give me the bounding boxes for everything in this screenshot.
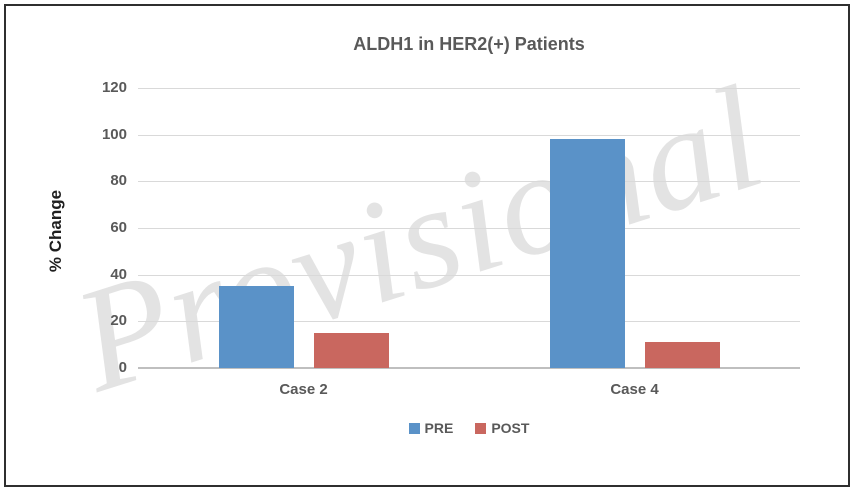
gridline (138, 321, 800, 323)
gridline (138, 181, 800, 183)
gridline (138, 134, 800, 136)
legend-swatch-pre (408, 422, 420, 434)
legend-item-pre: PRE (408, 420, 454, 436)
bar-pre-case-2 (218, 286, 294, 368)
y-tick-label: 100 (101, 125, 127, 143)
y-tick-label: 40 (110, 265, 127, 283)
gridline (138, 274, 800, 276)
legend-label: PRE (424, 420, 454, 436)
bar-pre-case-4 (549, 139, 625, 368)
bar-post-case-4 (644, 342, 720, 368)
chart-legend: PRE POST (138, 420, 800, 436)
gridline (138, 88, 800, 89)
x-category-label: Case 4 (610, 381, 659, 398)
gridline (138, 228, 800, 229)
y-tick-label: 60 (110, 219, 127, 236)
x-category-label: Case 2 (279, 381, 328, 398)
x-axis-line (138, 367, 800, 369)
y-tick-label: 80 (110, 172, 127, 190)
legend-swatch-post (475, 422, 487, 434)
legend-label: POST (491, 420, 530, 436)
y-tick-label: 0 (118, 359, 127, 376)
chart-title: ALDH1 in HER2(+) Patients (353, 34, 585, 54)
legend-item-post: POST (475, 420, 529, 436)
y-axis-title: % Change (46, 189, 65, 273)
y-tick-label: 20 (110, 312, 127, 330)
y-tick-label: 120 (101, 79, 127, 96)
bar-post-case-2 (313, 333, 389, 368)
